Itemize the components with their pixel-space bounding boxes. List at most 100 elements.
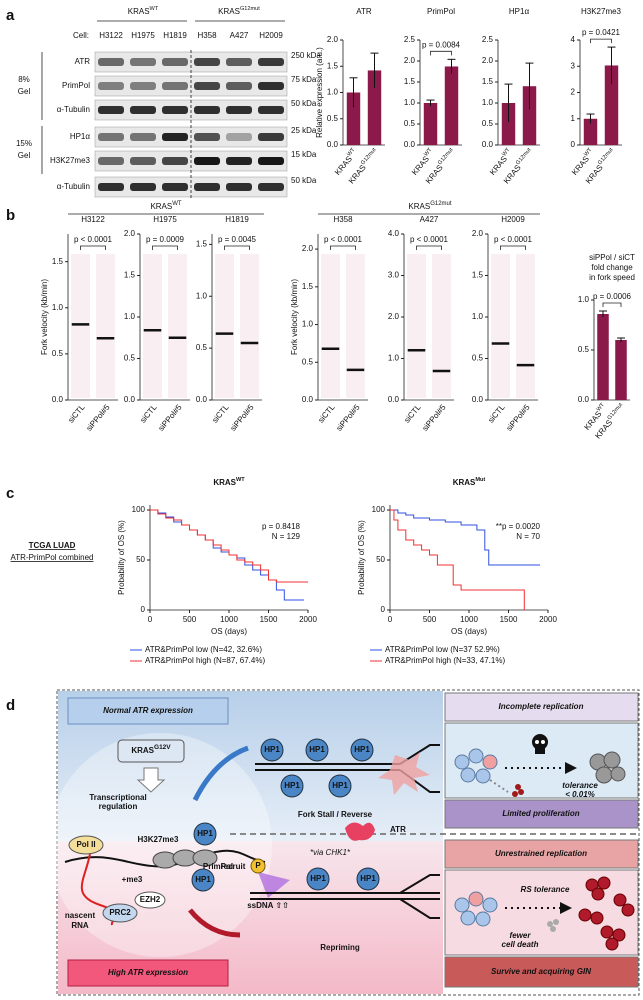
prc2 <box>102 903 138 923</box>
band <box>162 106 188 114</box>
cell-name: H3122 <box>99 31 123 40</box>
y-tick-label: 1.0 <box>124 312 136 321</box>
bar <box>583 118 598 145</box>
x-tick-label-sup: G12mut <box>607 402 625 421</box>
x-tick-label: siCTL <box>138 402 159 424</box>
nascent-label: nascent <box>65 911 96 920</box>
chart-title: H2009 <box>501 215 525 224</box>
survival-curve <box>390 509 525 610</box>
box <box>444 692 639 722</box>
y-tick-label: 1.0 <box>196 291 208 300</box>
fewer-label: cell death <box>502 940 539 949</box>
y-tick-label: 1.0 <box>388 354 400 363</box>
cells <box>454 748 498 784</box>
p-value: p < 0.0001 <box>494 235 533 244</box>
y-tick-label: 50 <box>376 555 385 564</box>
row-label: H3K27me3 <box>50 156 91 165</box>
y-tick-label: 0.0 <box>196 395 208 404</box>
y-axis-label: Probability of OS (%) <box>117 520 126 595</box>
x-tick-label: 500 <box>423 615 437 624</box>
x-tick-label: siCTL <box>66 402 87 424</box>
y-tick-label: 0.0 <box>482 140 494 149</box>
spread <box>321 254 340 398</box>
band <box>162 183 188 191</box>
kda-label: 250 kDa <box>291 51 321 60</box>
y-tick-label: 100 <box>372 505 386 514</box>
primpol-shape <box>258 872 290 898</box>
panel-label: d <box>6 697 15 714</box>
y-tick-label: 2.0 <box>302 244 314 253</box>
row-label: ATR <box>75 57 91 66</box>
x-tick-label: siPPol#5 <box>228 402 256 432</box>
cells <box>454 891 498 927</box>
band <box>258 58 284 66</box>
ezh2 <box>134 891 166 909</box>
x-tick-label: 2000 <box>539 615 557 624</box>
band <box>226 133 252 141</box>
y-tick-label: 0.5 <box>472 354 484 363</box>
p-bracket <box>500 245 526 250</box>
y-tick-label: 100 <box>132 505 146 514</box>
legend-label: ATR&PrimPol high (N=87, 67.4%) <box>145 656 265 665</box>
p-bracket <box>330 245 356 250</box>
text: Transcriptional <box>89 793 146 802</box>
y-tick-label: 0.0 <box>124 395 136 404</box>
y-tick-label: 0.5 <box>196 343 208 352</box>
y-tick-label: 1.0 <box>482 98 494 107</box>
chart-title: KRASMut <box>453 477 486 487</box>
legend-label: ATR&PrimPol high (N=33, 47.1%) <box>385 656 505 665</box>
x-tick-label: 1500 <box>260 615 278 624</box>
y-tick-label: 1.0 <box>327 88 339 97</box>
y-tick-label: 1.5 <box>472 271 484 280</box>
band <box>130 58 156 66</box>
band <box>98 106 124 114</box>
y-tick-label: 1.5 <box>52 257 64 266</box>
band <box>130 157 156 165</box>
row-label: α-Tubulin <box>57 182 90 191</box>
survival-curve <box>150 509 308 583</box>
y-tick-label: 2.0 <box>404 56 416 65</box>
y-tick-label: 2.0 <box>388 312 400 321</box>
p-bracket <box>152 245 178 250</box>
kras-base: KRAS <box>131 746 154 755</box>
via-label: *via CHK1* <box>310 848 351 857</box>
atr-label: ATR <box>390 825 406 834</box>
prc2-label: PRC2 <box>109 908 131 917</box>
group-label: KRASG12mut <box>218 6 260 16</box>
hp1 <box>191 868 215 892</box>
y-tick-label: 2.0 <box>482 56 494 65</box>
y-tick-label: 1.0 <box>472 312 484 321</box>
skull <box>532 734 548 754</box>
y-tick-label: 1.5 <box>124 271 136 280</box>
y-tick-label: 4.0 <box>388 229 400 238</box>
bar <box>346 92 361 145</box>
y-tick-label: 1.5 <box>327 61 339 70</box>
high-label: High ATR expression <box>108 968 188 977</box>
box-label: Incomplete replication <box>499 702 584 711</box>
cell-name: H2009 <box>259 31 283 40</box>
band <box>194 133 220 141</box>
hp1-label: HP1 <box>310 874 326 883</box>
spread <box>491 254 510 398</box>
y-tick-label: 0.5 <box>404 119 416 128</box>
band <box>194 82 220 90</box>
annotation: N = 70 <box>516 532 540 541</box>
chart-title-base: KRAS <box>213 478 236 487</box>
bar <box>423 103 438 145</box>
nucleosome <box>192 849 218 867</box>
cell-label: Cell: <box>73 31 89 40</box>
spread <box>240 254 259 398</box>
box-label: Limited proliferation <box>502 809 579 818</box>
burst <box>378 752 430 795</box>
chart-title: HP1α <box>509 7 530 16</box>
cell-name: H358 <box>197 31 217 40</box>
y-tick-label: 0 <box>571 140 576 149</box>
gel-label: 8% <box>18 75 30 84</box>
y-tick-label: 1.5 <box>196 239 208 248</box>
chart-title-sup: Mut <box>475 477 485 483</box>
x-axis-label: OS (days) <box>211 627 247 636</box>
p-bracket <box>590 38 612 44</box>
tcga-label: TCGA LUAD <box>29 541 76 550</box>
y-tick-label: 1.5 <box>482 77 494 86</box>
chart-title-base: KRAS <box>453 478 476 487</box>
